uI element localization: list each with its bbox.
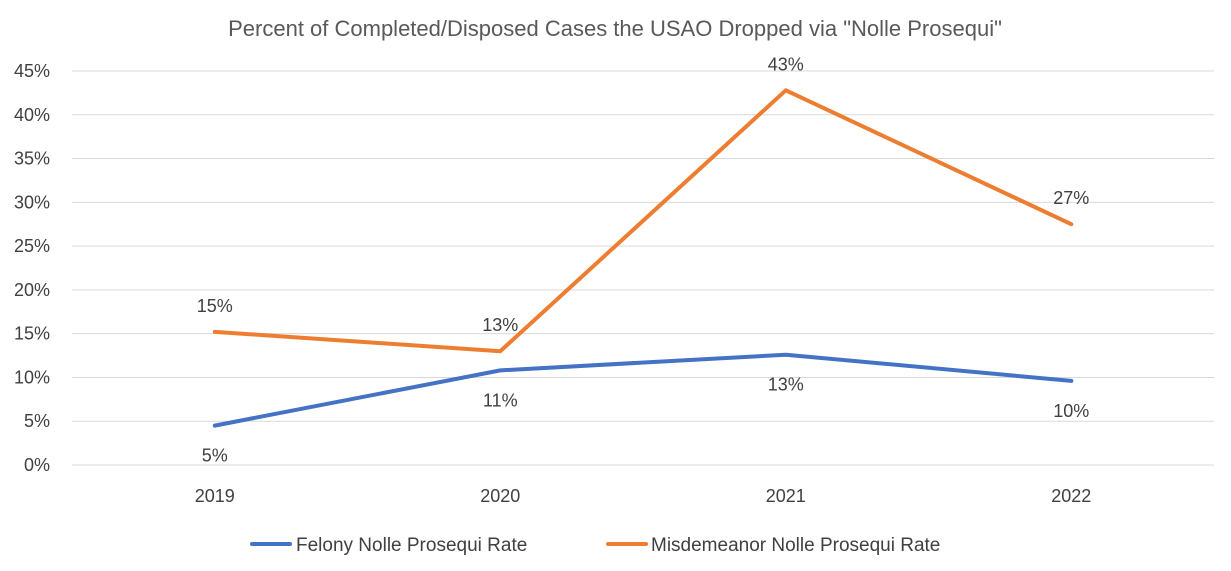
- data-label: 5%: [202, 446, 228, 466]
- series-line-misdemeanor: [212, 88, 1074, 354]
- data-label: 43%: [768, 54, 804, 74]
- y-tick-label: 25%: [14, 236, 50, 256]
- x-tick-label: 2021: [766, 486, 806, 506]
- x-axis-ticks: 2019 2020 2021 2022: [195, 486, 1092, 506]
- data-labels: 5% 11% 13% 10% 15% 13% 43% 27%: [197, 54, 1090, 465]
- chart-title: Percent of Completed/Disposed Cases the …: [228, 16, 1002, 41]
- y-tick-label: 5%: [24, 411, 50, 431]
- x-tick-label: 2022: [1051, 486, 1091, 506]
- data-label: 15%: [197, 296, 233, 316]
- data-label: 10%: [1053, 401, 1089, 421]
- y-tick-label: 20%: [14, 280, 50, 300]
- y-tick-label: 45%: [14, 61, 50, 81]
- x-tick-label: 2020: [480, 486, 520, 506]
- y-tick-label: 0%: [24, 455, 50, 475]
- data-label: 13%: [768, 375, 804, 395]
- legend-label: Felony Nolle Prosequi Rate: [296, 535, 527, 556]
- legend: Felony Nolle Prosequi Rate Misdemeanor No…: [250, 535, 940, 556]
- y-tick-label: 10%: [14, 367, 50, 387]
- y-tick-label: 30%: [14, 192, 50, 212]
- legend-label: Misdemeanor Nolle Prosequi Rate: [651, 535, 940, 556]
- data-label: 11%: [483, 390, 518, 410]
- y-tick-label: 40%: [14, 105, 50, 125]
- y-tick-label: 35%: [14, 149, 50, 169]
- data-label: 27%: [1053, 188, 1089, 208]
- series-lines: [212, 88, 1074, 428]
- y-axis-ticks: 0% 5% 10% 15% 20% 25% 30% 35% 40% 45%: [14, 61, 50, 475]
- gridlines: [72, 70, 1214, 466]
- x-tick-label: 2019: [195, 486, 235, 506]
- y-tick-label: 15%: [14, 324, 50, 344]
- series-line-felony: [212, 352, 1074, 428]
- data-label: 13%: [482, 315, 518, 335]
